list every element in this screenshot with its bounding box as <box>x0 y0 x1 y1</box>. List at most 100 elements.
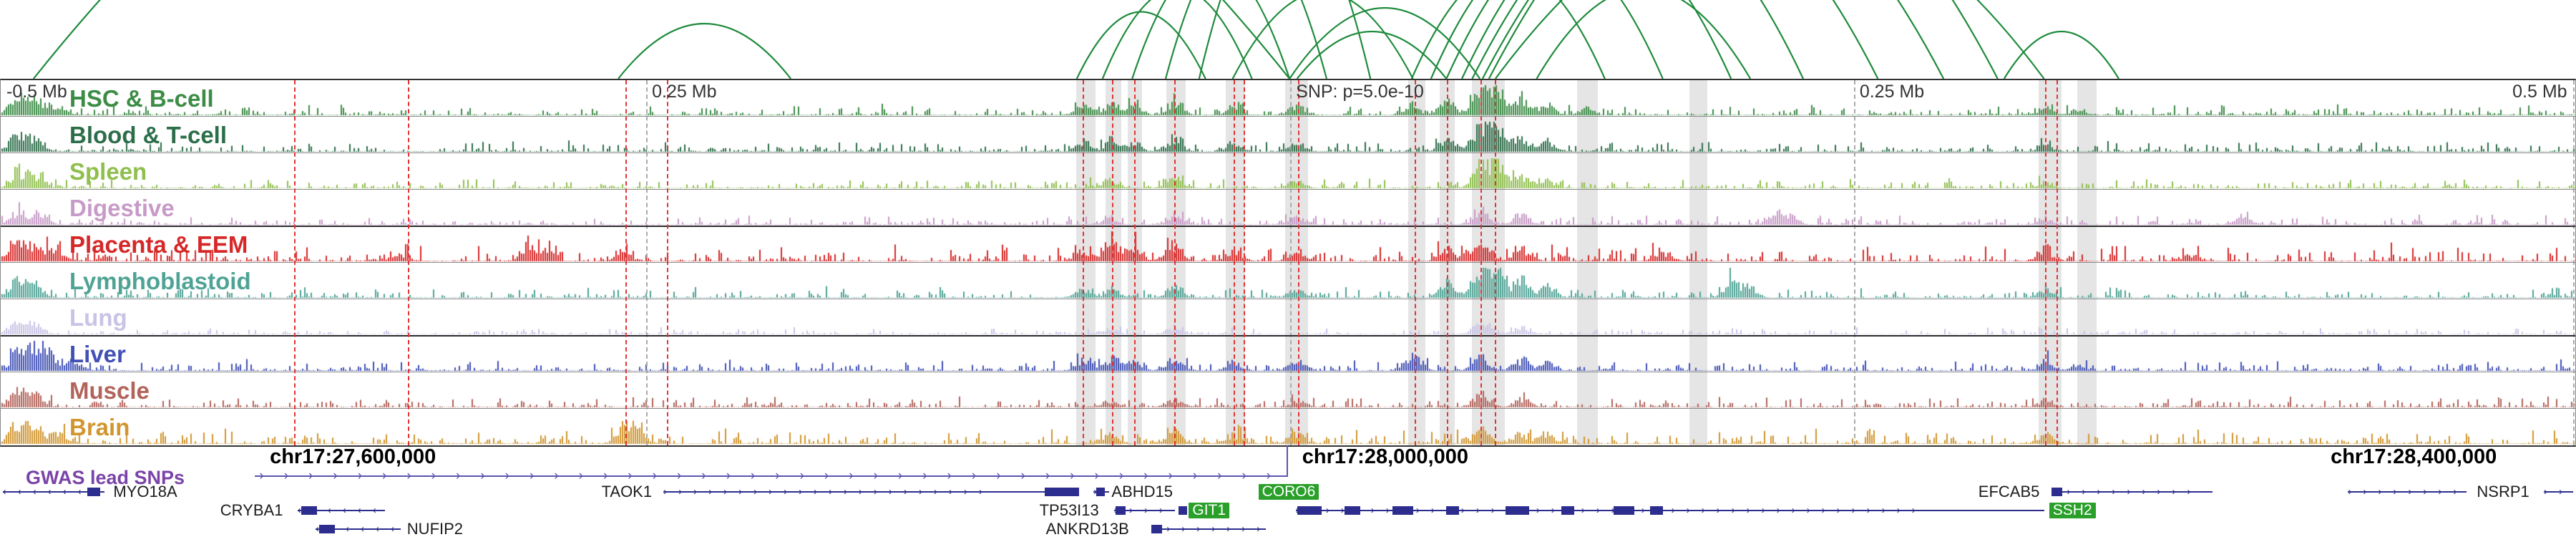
coordinate-label: chr17:28,000,000 <box>1302 445 1468 468</box>
gene-label-nsrp1: NSRP1 <box>2477 483 2529 500</box>
interaction-arc <box>1445 0 1732 79</box>
gene-strand-arrows: ›››››››››››››››››››››› <box>663 485 994 498</box>
ruler-label: SNP: p=5.0e-10 <box>1296 82 1424 102</box>
gene-exon-block <box>1392 506 1413 515</box>
interaction-arc <box>1494 0 2045 79</box>
track-separator <box>1 226 2575 227</box>
gwas-line <box>255 475 1287 477</box>
ruler-label: 0.25 Mb <box>652 82 717 102</box>
gene-exon-block <box>1561 506 1574 515</box>
snp-line <box>407 80 409 445</box>
gene-line <box>2051 491 2213 493</box>
track-label: HSC & B-cell <box>69 85 214 112</box>
interaction-arc <box>1471 0 1879 79</box>
gene-exon-block <box>2051 488 2062 496</box>
snp-line <box>1297 80 1299 445</box>
interaction-arc <box>1461 0 1804 79</box>
gene-strand-arrows: ‹‹‹‹‹‹ <box>297 504 386 516</box>
snp-line <box>1415 80 1417 445</box>
snp-line <box>1083 80 1084 445</box>
track-separator <box>1 262 2575 263</box>
track-separator <box>1 408 2575 409</box>
gene-exon-block <box>319 525 335 533</box>
gene-strand-arrows: ›››››››› <box>2348 485 2467 498</box>
mb-gridline <box>1853 80 1855 445</box>
track-label: Lymphoblastoid <box>69 268 251 294</box>
snp-line <box>625 80 627 445</box>
snp-line <box>1134 80 1136 445</box>
track-label: Blood & T-cell <box>69 122 228 148</box>
gene-label-ssh2: SSH2 <box>2049 503 2096 518</box>
snp-line <box>1447 80 1449 445</box>
track-separator <box>1 189 2575 190</box>
ruler-label: 0.25 Mb <box>1859 82 1925 102</box>
gene-line <box>316 528 401 530</box>
gwas-lead-snps-label: GWAS lead SNPs <box>26 467 185 488</box>
interaction-arc <box>1075 11 1206 79</box>
track-label: Liver <box>69 341 126 367</box>
gene-exon-block <box>1297 506 1322 515</box>
track-label: Lung <box>69 304 127 331</box>
gene-line <box>2 491 104 493</box>
coordinate-label: chr17:28,400,000 <box>2331 445 2497 468</box>
interaction-arc <box>1296 30 1448 79</box>
gene-line <box>297 510 386 511</box>
gwas-snp-riser <box>1287 445 1289 477</box>
interaction-arc <box>1101 0 1253 79</box>
mb-gridline <box>2572 80 2575 445</box>
mb-gridline <box>646 80 648 445</box>
ruler-label: 0.5 Mb <box>2512 82 2567 102</box>
interaction-arc <box>1131 0 1291 79</box>
gene-exon-block <box>1115 506 1126 515</box>
gene-line <box>2544 491 2574 493</box>
gene-label-efcab5: EFCAB5 <box>1978 483 2040 500</box>
track-area: HSC & B-cell Blood & T-cell Spleen Digestiv… <box>0 79 2576 447</box>
gene-label-ankrd13b: ANKRD13B <box>1045 520 1129 537</box>
gwas-line-arrows: ››››››››››››››››››››››››››››››››››››››››… <box>259 468 1283 483</box>
coordinate-label: chr17:27,600,000 <box>270 445 436 468</box>
gene-exon-block <box>1151 525 1162 533</box>
gene-exon-block <box>1446 506 1460 515</box>
snp-line <box>1244 80 1245 445</box>
track-separator <box>1 116 2575 117</box>
interaction-arc <box>1481 0 1945 79</box>
interaction-arcs-layer <box>32 0 2119 79</box>
ruler-label: -0.5 Mb <box>6 82 67 102</box>
track-label: Brain <box>69 414 130 440</box>
gene-strand-arrows: ›››››››››› <box>2051 485 2202 498</box>
interaction-arc <box>1231 0 1414 79</box>
gene-strand-arrows: ›››››››› <box>1151 523 1267 535</box>
track-label: Spleen <box>69 158 147 185</box>
gene-label-taok1: TAOK1 <box>601 483 653 500</box>
gene-exon-block <box>1649 506 1663 515</box>
gene-exon-block <box>1096 488 1106 496</box>
gene-line <box>1151 528 1267 530</box>
snp-line <box>2056 80 2058 445</box>
snp-line <box>1233 80 1235 445</box>
gene-line <box>1295 510 2044 511</box>
gene-strand-arrows: ‹‹‹‹‹‹ <box>316 523 401 535</box>
snp-line <box>2044 80 2046 445</box>
gene-strand-arrows: ››› <box>2544 485 2574 498</box>
gene-exon-block <box>1044 488 1080 496</box>
gene-label-abhd15: ABHD15 <box>1111 483 1173 500</box>
track-label: Placenta & EEM <box>69 231 248 258</box>
gene-label-coro6: CORO6 <box>1258 484 1319 500</box>
gene-line <box>2348 491 2467 493</box>
interaction-arc <box>1289 7 1481 79</box>
interaction-arc <box>618 23 792 79</box>
snp-line <box>1112 80 1114 445</box>
gene-exon-block <box>1179 506 1187 515</box>
gene-line <box>1114 510 1175 511</box>
interaction-arc <box>1430 0 1664 79</box>
signal-tracks-canvas <box>1 80 2575 445</box>
interaction-arc <box>1536 0 1752 79</box>
mb-gridline <box>1290 80 1292 445</box>
gene-strand-arrows: ‹‹‹‹‹‹‹ <box>2 485 104 498</box>
gene-label-myo18a: MYO18A <box>113 483 177 500</box>
track-label: Muscle <box>69 377 150 404</box>
gene-strand-arrows: ››››› <box>1114 504 1175 516</box>
track-label: Digestive <box>69 195 175 221</box>
gene-exon-block <box>87 488 101 496</box>
snp-line <box>1495 80 1496 445</box>
